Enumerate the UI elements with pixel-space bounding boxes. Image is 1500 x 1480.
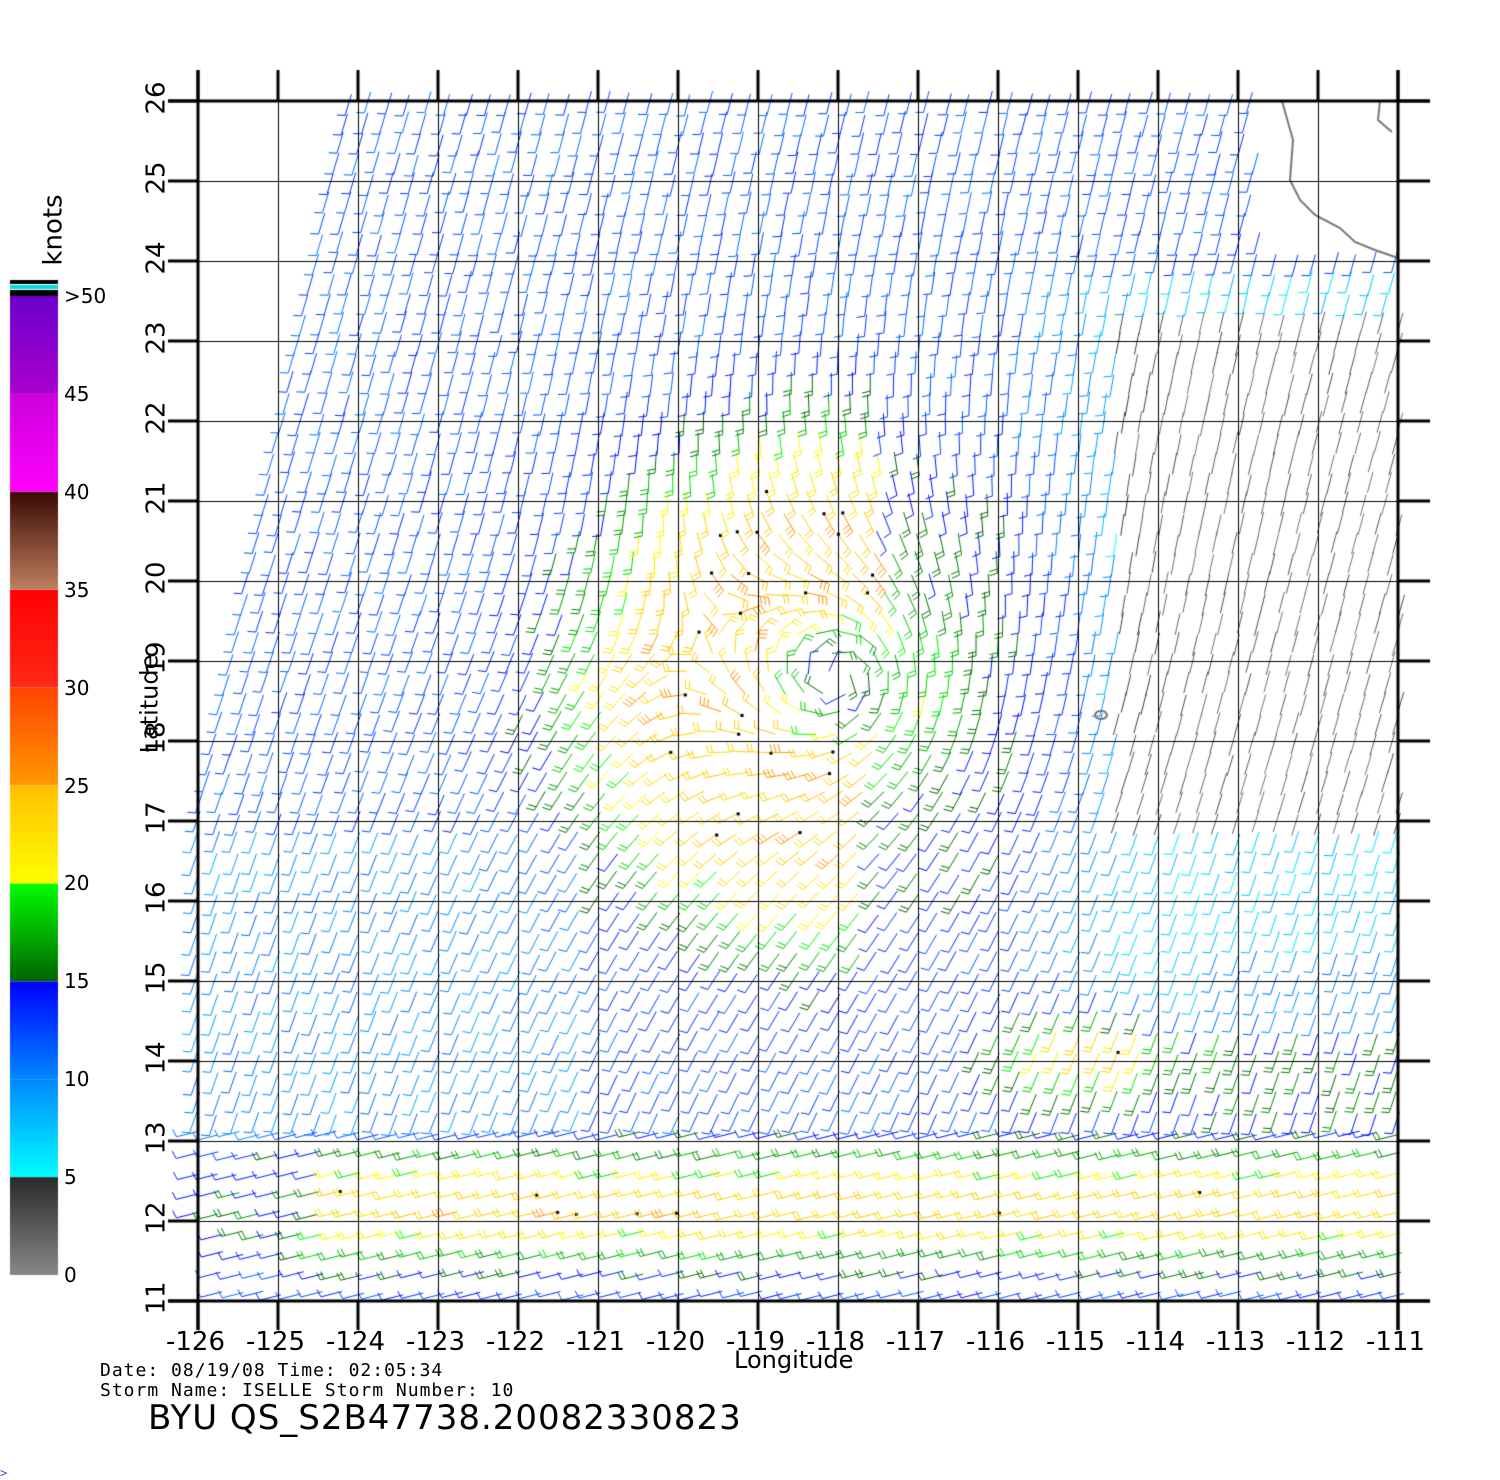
colorbar-label: 15 — [64, 969, 90, 994]
y-tick-label: 21 — [141, 481, 172, 515]
x-tick-label: -120 — [646, 1327, 706, 1357]
x-tick-label: -125 — [246, 1327, 306, 1357]
colorbar-label: 20 — [64, 871, 90, 896]
y-tick-label: 22 — [141, 401, 172, 435]
x-tick-label: -112 — [1286, 1327, 1346, 1357]
y-tick-label: 14 — [141, 1041, 172, 1075]
x-tick-label: -117 — [886, 1327, 946, 1357]
colorbar-label: 10 — [64, 1067, 90, 1092]
y-tick-label: 13 — [141, 1121, 172, 1155]
x-tick-label: -116 — [966, 1327, 1026, 1357]
colorbar-label: 25 — [64, 773, 90, 798]
x-tick-label: -115 — [1046, 1327, 1106, 1357]
colorbar-label: 0 — [64, 1263, 77, 1287]
y-tick-label: 16 — [141, 881, 172, 915]
y-tick-label: 25 — [141, 161, 172, 195]
x-tick-label: -118 — [806, 1327, 866, 1357]
y-tick-label: 11 — [141, 1281, 172, 1315]
colorbar-label: 45 — [64, 381, 90, 406]
x-tick-label: -123 — [406, 1327, 466, 1357]
x-tick-label: -126 — [166, 1327, 226, 1357]
x-tick-label: -122 — [486, 1327, 546, 1357]
y-tick-label: 20 — [141, 561, 172, 595]
corner-mark: > — [0, 1466, 8, 1480]
y-tick-label: 24 — [141, 241, 172, 275]
colorbar-label: 30 — [64, 675, 90, 700]
date-time-label: Date: 08/19/08 Time: 02:05:34 — [100, 1360, 444, 1381]
colorbar-title: knots — [38, 194, 69, 266]
x-tick-label: -114 — [1126, 1327, 1186, 1357]
colorbar-label: 5 — [64, 1165, 77, 1190]
colorbar-label: >50 — [64, 284, 107, 308]
colorbar-label: 40 — [64, 479, 90, 504]
x-tick-label: -119 — [726, 1327, 786, 1357]
storm-name-label: Storm Name: ISELLE Storm Number: 10 — [100, 1380, 515, 1401]
x-tick-label: -111 — [1366, 1327, 1426, 1357]
y-tick-label: 17 — [141, 801, 172, 835]
y-tick-label: 15 — [141, 961, 172, 995]
x-tick-label: -121 — [566, 1327, 626, 1357]
y-tick-label: 12 — [141, 1201, 172, 1235]
y-axis-title: Latitude — [135, 654, 164, 754]
x-axis-title: Longitude — [734, 1346, 854, 1374]
y-tick-label: 23 — [141, 321, 172, 355]
x-tick-label: -113 — [1206, 1327, 1266, 1357]
colorbar-label: 35 — [64, 577, 90, 602]
figure-caption: BYU QS_S2B47738.20082330823 — [148, 1398, 742, 1438]
x-tick-label: -124 — [326, 1327, 386, 1357]
y-tick-label: 26 — [141, 81, 172, 115]
